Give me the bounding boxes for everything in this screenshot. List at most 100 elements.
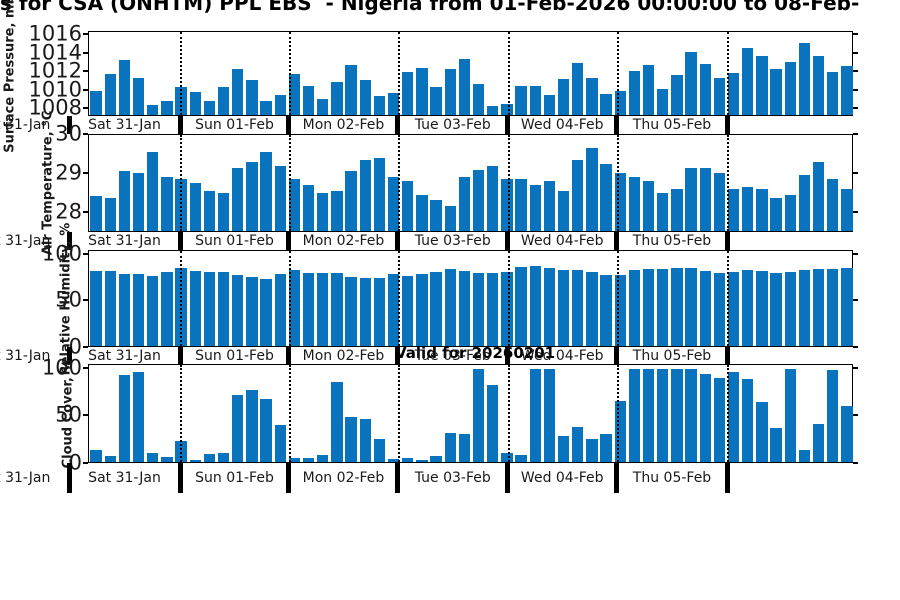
y-tick-mark (853, 133, 858, 135)
bar (317, 192, 329, 231)
bar (104, 73, 116, 115)
bar (444, 433, 456, 462)
bar (827, 269, 839, 346)
bar (302, 272, 315, 346)
bar (557, 435, 570, 462)
y-tick-mark (853, 366, 858, 369)
day-label: Sun 01-Feb (195, 470, 274, 486)
bar (132, 371, 145, 462)
y-tick-mark (83, 172, 88, 175)
y-tick-label: 1010 (28, 77, 82, 102)
bar (727, 73, 740, 115)
bar (274, 94, 286, 115)
bar (487, 272, 499, 346)
bar (529, 368, 541, 462)
bar (614, 274, 626, 346)
y-tick-label: 30 (55, 121, 82, 146)
bar (118, 59, 131, 115)
y-tick-mark (853, 252, 858, 255)
bar (331, 272, 343, 346)
bar (586, 438, 598, 462)
day-boundary-gridline (616, 365, 619, 462)
bar (671, 188, 683, 231)
bar (132, 78, 145, 115)
bar (288, 458, 301, 462)
bar (288, 270, 301, 346)
bar (812, 423, 825, 462)
y-tick-mark (83, 211, 88, 214)
bar (472, 169, 485, 231)
y-tick-mark (853, 414, 858, 417)
bar (359, 80, 371, 115)
bar (487, 384, 499, 462)
day-boundary-tick (66, 232, 72, 250)
day-boundary-tick (395, 463, 401, 493)
bar (671, 368, 683, 462)
day-boundary-tick (286, 116, 292, 134)
y-tick-mark (853, 33, 858, 36)
bar (529, 265, 541, 346)
bar (713, 78, 726, 115)
bar (699, 64, 711, 115)
bar (685, 368, 697, 462)
bar (217, 452, 230, 462)
bar (657, 89, 669, 115)
bar (501, 452, 513, 462)
bar (614, 401, 626, 462)
bar (203, 453, 216, 462)
bar (217, 272, 230, 346)
day-label: Tue 03-Feb (414, 117, 491, 133)
day-boundary-tick (66, 463, 72, 493)
bar (430, 86, 442, 115)
day-boundary-tick (66, 116, 72, 134)
y-axis-label: Cloud Cover, % (60, 359, 76, 468)
bar (232, 394, 244, 462)
y-tick-mark (853, 107, 858, 110)
day-boundary-gridline (288, 251, 291, 346)
day-label: Mon 02-Feb (302, 233, 385, 249)
y-tick-label: 28 (55, 199, 82, 224)
day-boundary-tick (505, 347, 511, 364)
bar (387, 177, 400, 231)
bar (444, 269, 456, 346)
bar (345, 64, 357, 115)
bar (798, 449, 811, 462)
bar (331, 381, 343, 462)
bar (841, 406, 853, 462)
bar (699, 271, 711, 346)
day-label: Wed 04-Feb (520, 233, 604, 249)
bar (685, 52, 697, 115)
day-boundary-tick (177, 347, 183, 364)
y-tick-label: 100 (41, 355, 82, 380)
bar (699, 374, 711, 462)
day-label: Mon 02-Feb (302, 347, 385, 364)
bar (161, 457, 173, 462)
y-tick-label: 29 (55, 160, 82, 185)
bar (515, 267, 527, 346)
bar (416, 460, 428, 462)
bar (671, 268, 683, 346)
bar (402, 458, 414, 462)
bar (274, 424, 286, 462)
bar (444, 206, 456, 231)
bar (302, 184, 315, 231)
bar (657, 192, 669, 231)
bar (274, 273, 286, 346)
bar (90, 91, 102, 115)
y-tick-label: 1016 (28, 21, 82, 46)
day-label: Thu 05-Feb (632, 117, 712, 133)
day-label: Sun 01-Feb (195, 233, 274, 249)
bar (628, 177, 641, 231)
bar (713, 272, 726, 346)
bar (246, 80, 258, 115)
bar (189, 271, 201, 346)
y-tick-mark (83, 252, 88, 255)
bar (147, 452, 159, 462)
day-label: Tue 03-Feb (414, 347, 491, 364)
bar (685, 268, 697, 346)
bar (756, 55, 768, 115)
bar (685, 167, 697, 231)
bar (430, 200, 442, 231)
humidity-panel (88, 250, 853, 347)
bar (770, 198, 782, 231)
